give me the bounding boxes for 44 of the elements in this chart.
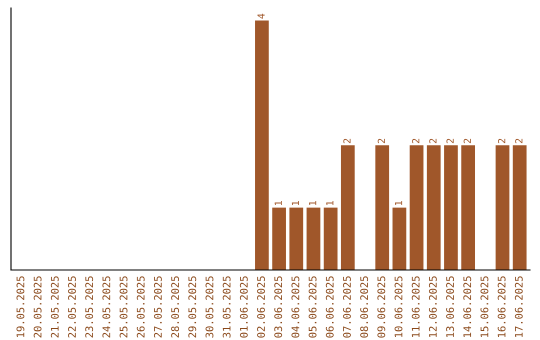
data-label: 1 (326, 201, 334, 206)
x-tick-label: 08.06.2025 (360, 276, 368, 338)
x-tick-label: 13.06.2025 (446, 276, 454, 338)
x-tick-label: 19.05.2025 (16, 276, 24, 338)
x-tick-label: 07.06.2025 (343, 276, 351, 338)
data-label: 4 (258, 14, 265, 19)
data-label: 2 (515, 138, 522, 144)
x-tick-label: 27.05.2025 (154, 276, 162, 338)
x-tick-label: 03.06.2025 (274, 276, 282, 338)
x-tick-label: 15.06.2025 (480, 276, 488, 338)
data-label: 1 (309, 201, 316, 206)
x-tick-label: 31.05.2025 (222, 276, 231, 338)
x-tick-label: 01.06.2025 (240, 276, 248, 338)
data-label: 1 (274, 201, 282, 206)
x-tick-label: 20.05.2025 (34, 276, 42, 338)
x-tick-label: 30.05.2025 (206, 276, 214, 338)
x-tick-label: 11.06.2025 (412, 276, 420, 338)
x-tick-label: 14.06.2025 (463, 276, 472, 338)
x-tick-label: 02.06.2025 (257, 276, 265, 338)
x-tick-label: 12.06.2025 (428, 276, 437, 338)
x-tick-label: 23.05.2025 (85, 276, 94, 338)
x-tick-label: 16.06.2025 (498, 276, 506, 338)
x-tick-label: 05.06.2025 (308, 276, 317, 338)
data-label: 1 (395, 201, 402, 206)
x-tick-label: 28.05.2025 (171, 276, 180, 338)
data-label: 1 (292, 201, 299, 206)
data-label: 2 (378, 138, 385, 144)
x-tick-label: 17.06.2025 (514, 276, 523, 338)
x-tick-label: 25.05.2025 (120, 276, 128, 338)
x-tick-label: 26.05.2025 (136, 276, 145, 338)
data-label: 2 (343, 138, 351, 144)
data-label: 2 (446, 138, 454, 144)
data-label: 2 (412, 138, 420, 144)
data-label: 2 (464, 138, 471, 144)
x-tick-label: 24.05.2025 (102, 276, 110, 338)
x-tick-label: 21.05.2025 (50, 276, 59, 338)
x-tick-label: 09.06.2025 (377, 276, 386, 338)
x-tick-label: 06.06.2025 (326, 276, 334, 338)
x-tick-label: 04.06.2025 (291, 276, 300, 338)
x-tick-label: 22.05.2025 (68, 276, 76, 338)
data-label: 2 (429, 138, 436, 144)
x-tick-label: 10.06.2025 (394, 276, 402, 338)
x-tick-label: 29.05.2025 (188, 276, 196, 338)
data-label: 2 (498, 138, 506, 144)
